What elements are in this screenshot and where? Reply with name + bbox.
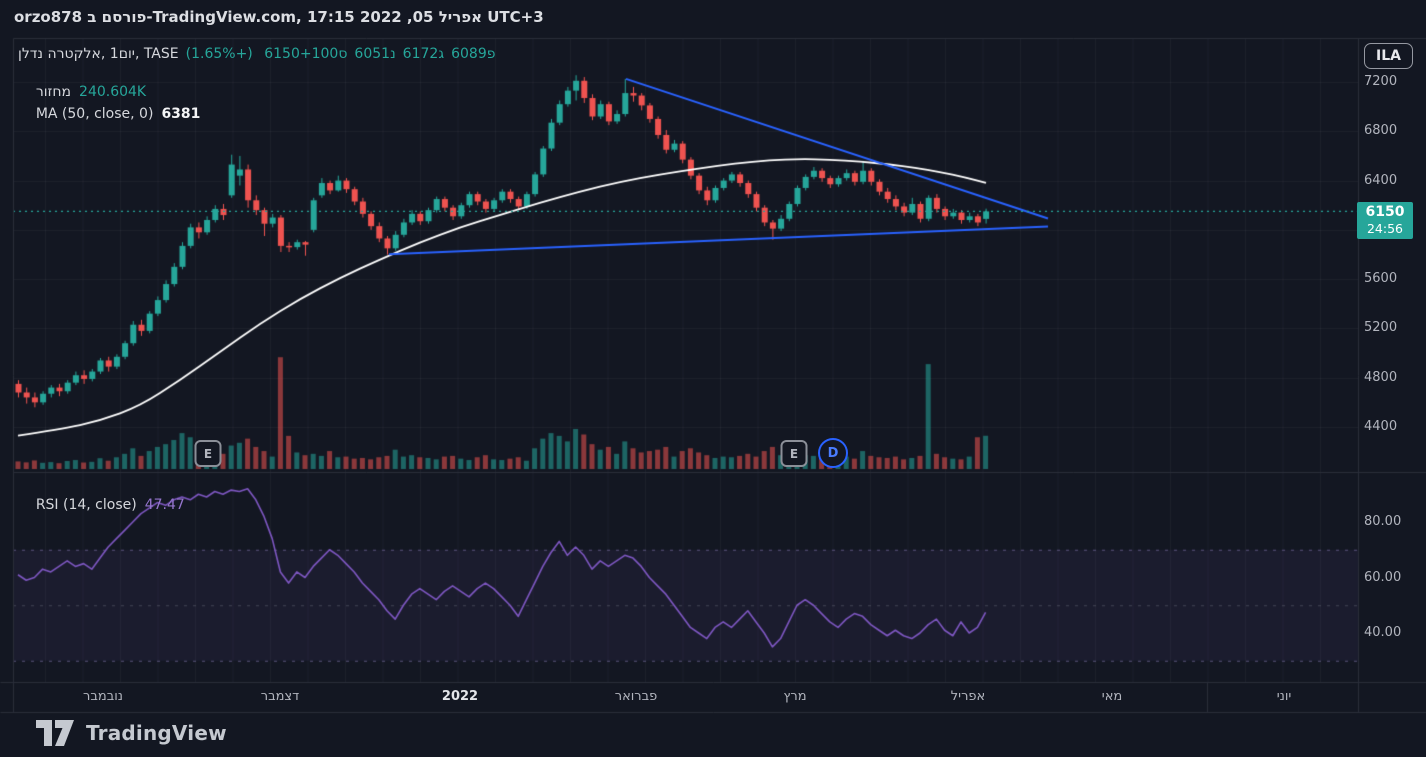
symbol-legend-token: 1יום	[109, 46, 135, 62]
time-axis-label: אפריל	[950, 689, 986, 704]
price-axis-label: 4800	[1364, 369, 1398, 385]
brand-name: TradingView	[86, 721, 227, 745]
volume-label: מחזור	[35, 84, 72, 100]
time-axis-label: פברואר	[614, 689, 658, 704]
price-axis-label: 5200	[1364, 320, 1398, 336]
time-axis-label: נובמבר	[83, 689, 123, 704]
rsi-axis-label: 40.00	[1364, 625, 1402, 640]
symbol-legend-token: ס6150	[264, 46, 348, 62]
time-axis-label: דצמבר	[260, 689, 300, 704]
dividends-marker[interactable]: D	[818, 438, 848, 468]
rsi-label: RSI (14, close)	[35, 497, 137, 513]
symbol-legend-token: אלקטרה נדלן	[18, 46, 101, 62]
price-axis-label: 5600	[1364, 271, 1398, 287]
price-axis-label: 6400	[1364, 172, 1398, 188]
rsi-axis-label: 60.00	[1364, 569, 1402, 585]
earnings-marker[interactable]: E	[194, 440, 222, 467]
symbol-legend-token: ,	[100, 46, 110, 62]
price-axis-label: 7200	[1364, 74, 1398, 89]
symbol-legend-token: נ6051	[354, 46, 396, 62]
rsi-axis-label: 80.00	[1364, 514, 1402, 529]
time-axis-label: יוני	[1276, 689, 1292, 704]
published-header: orzo878 פורסם ב-TradingView.com, 17:15 2…	[14, 8, 544, 26]
symbol-legend-row: אלקטרה נדלן, 1יום, TASE פ6089 ג6172 נ6051 ס6…	[18, 46, 495, 62]
header-token: -TradingView.com, 17:15 2022 ,05	[146, 8, 439, 26]
price-axis-label: 4400	[1364, 419, 1398, 434]
header-token: orzo878	[14, 8, 88, 26]
symbol-legend-token: , TASE	[134, 46, 179, 62]
ma-label: MA (50, close, 0)	[35, 106, 154, 122]
header-token: UTC+3	[482, 8, 544, 26]
volume-legend-row: מחזור 240.604K	[18, 68, 146, 116]
ma-legend-row: MA (50, close, 0) 6381	[18, 90, 201, 138]
rsi-value: 47.47	[144, 497, 185, 513]
header-token: אפריל	[438, 8, 483, 26]
bar-countdown: 24:56	[1366, 221, 1404, 237]
time-axis-label: 2022	[441, 689, 479, 704]
symbol-legend-token: פ6089	[451, 46, 496, 62]
symbol-legend-token: +100 (+1.65%)	[185, 46, 339, 62]
rsi-legend-row: RSI (14, close) 47.47	[18, 481, 185, 529]
header-token: פורסם ב	[87, 8, 147, 26]
price-axis-label: 6800	[1364, 123, 1398, 139]
time-axis-label: מאי	[1101, 689, 1123, 704]
last-price-tag: 6150 24:56	[1357, 202, 1413, 239]
symbol-button[interactable]: ILA	[1364, 43, 1413, 69]
time-axis-label: מרץ	[783, 689, 807, 704]
volume-value: 240.604K	[79, 84, 147, 100]
earnings-marker[interactable]: E	[780, 440, 808, 467]
tradingview-logo-icon	[36, 720, 74, 746]
ma-value: 6381	[161, 106, 201, 122]
symbol-legend-token: ג6172	[402, 46, 445, 62]
last-price: 6150	[1365, 203, 1405, 220]
tradingview-link[interactable]: TradingView	[36, 720, 227, 746]
